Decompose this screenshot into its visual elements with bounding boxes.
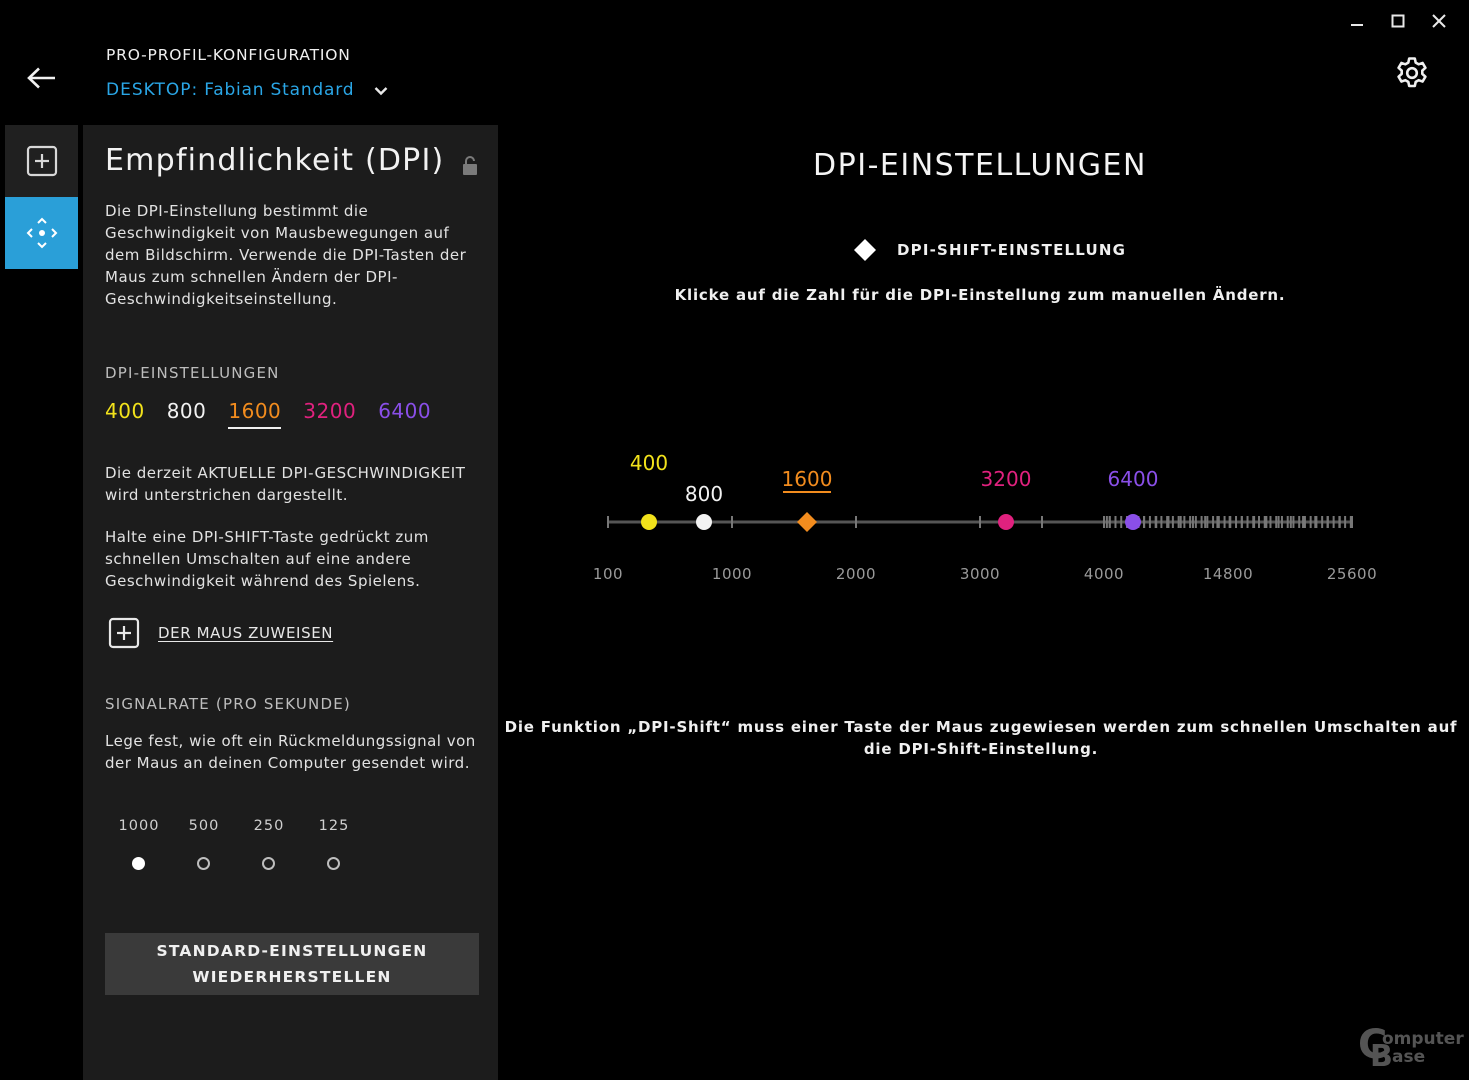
dpi-value-1[interactable]: 800 [166,399,207,423]
panel-description: Die DPI-Einstellung bestimmt die Geschwi… [105,202,467,308]
settings-button[interactable] [1393,54,1431,92]
svg-text:omputer: omputer [1382,1029,1464,1049]
dpi-values-list: 400 800 1600 3200 6400 [105,399,431,429]
rate-section-label: SIGNALRATE (PRO SEKUNDE) [105,695,351,713]
rate-label: 1000 [118,818,160,834]
page-title: PRO-PROFIL-KONFIGURATION [106,46,351,64]
plus-square-icon [108,617,140,649]
dpi-marker-3200[interactable] [998,514,1014,530]
current-dpi-note: Die derzeit AKTUELLE DPI-GESCHWINDIGKEIT… [105,464,466,504]
axis-label: 100 [593,565,623,583]
sensitivity-tab[interactable] [5,197,78,269]
rate-radio[interactable] [327,857,340,870]
dpi-marker-label-6400[interactable]: 6400 [1108,467,1159,491]
settings-panel: Empfindlichkeit (DPI) Die DPI-Einstellun… [83,125,498,1080]
dpi-value-4[interactable]: 6400 [378,399,432,423]
rate-radio[interactable] [197,857,210,870]
rate-description: Lege fest, wie oft ein Rückmeldungssigna… [105,732,476,772]
rate-radio[interactable] [262,857,275,870]
footer-text: Die Funktion „DPI-Shift“ muss einer Tast… [504,718,1458,758]
close-icon[interactable] [1418,10,1459,32]
axis-label: 4000 [1084,565,1124,583]
side-tabs [5,125,78,269]
hint-text: Klicke auf die Zahl für die DPI-Einstell… [674,286,1286,304]
maximize-icon[interactable] [1377,10,1418,32]
dpi-marker-6400[interactable] [1125,514,1141,530]
arrow-left-icon [27,67,55,89]
dpi-marker-label-1600[interactable]: 1600 [782,467,833,491]
plus-square-icon [26,145,57,177]
rate-label: 250 [253,818,285,834]
minimize-icon[interactable] [1336,10,1377,32]
back-button[interactable] [22,62,62,94]
restore-defaults-button[interactable]: STANDARD-EINSTELLUNGEN WIEDERHERSTELLEN [105,933,479,995]
chevron-down-icon [374,87,388,96]
lock-open-icon[interactable] [461,155,479,177]
main-title: DPI-EINSTELLUNGEN [813,148,1147,183]
reset-line2: WIEDERHERSTELLEN [192,968,392,986]
svg-text:ase: ase [1392,1047,1425,1067]
dpi-shift-setting[interactable]: DPI-SHIFT-EINSTELLUNG [853,238,1126,262]
reset-line1: STANDARD-EINSTELLUNGEN [156,942,428,960]
rate-option: 125 [312,818,377,870]
svg-text:B: B [1370,1039,1393,1072]
window-controls [1336,10,1459,32]
assign-to-mouse-button[interactable]: DER MAUS ZUWEISEN [108,617,333,649]
svg-text:C: C [1358,1022,1387,1068]
dpi-marker-label-800[interactable]: 800 [685,482,723,506]
rate-label: 125 [318,818,350,834]
rate-option: 1000 [117,818,182,870]
dpi-section-label: DPI-EINSTELLUNGEN [105,364,280,382]
dpi-slider[interactable]: 100 1000 2000 3000 4000 14800 25600 400 800 1600 3… [580,440,1400,590]
dpi-value-0[interactable]: 400 [105,399,145,423]
dpi-value-2[interactable]: 1600 [228,399,282,429]
gear-icon [1397,57,1427,88]
panel-title: Empfindlichkeit (DPI) [105,143,445,178]
watermark-logo: C omputer B ase [1358,1022,1464,1072]
profile-name: Fabian Standard [204,80,355,100]
axis-label: 25600 [1327,565,1377,583]
axis-label: 3000 [960,565,1000,583]
rate-option: 250 [247,818,312,870]
axis-label: 14800 [1203,565,1253,583]
rate-option: 500 [182,818,247,870]
dpi-marker-label-400[interactable]: 400 [630,451,668,475]
dpi-marker-800[interactable] [696,514,712,530]
dpi-value-3[interactable]: 3200 [303,399,357,423]
report-rate-options: 1000 500 250 125 [117,818,377,870]
rate-radio[interactable] [132,857,145,870]
dpi-shift-note: Halte eine DPI-SHIFT-Taste gedrückt zum … [105,528,429,590]
dpi-marker-1600[interactable] [797,512,817,532]
profile-dropdown[interactable]: DESKTOP: Fabian Standard [106,80,388,100]
add-feature-tab[interactable] [5,125,78,197]
dpi-marker-400[interactable] [641,514,657,530]
dpi-marker-label-3200[interactable]: 3200 [981,467,1032,491]
profile-prefix: DESKTOP: [106,80,199,100]
diamond-icon [854,239,876,261]
axis-label: 1000 [712,565,752,583]
axis-label: 2000 [836,565,876,583]
assign-label: DER MAUS ZUWEISEN [158,624,334,642]
move-arrows-icon [26,217,57,249]
rate-label: 500 [188,818,220,834]
dpi-shift-label: DPI-SHIFT-EINSTELLUNG [897,241,1127,259]
